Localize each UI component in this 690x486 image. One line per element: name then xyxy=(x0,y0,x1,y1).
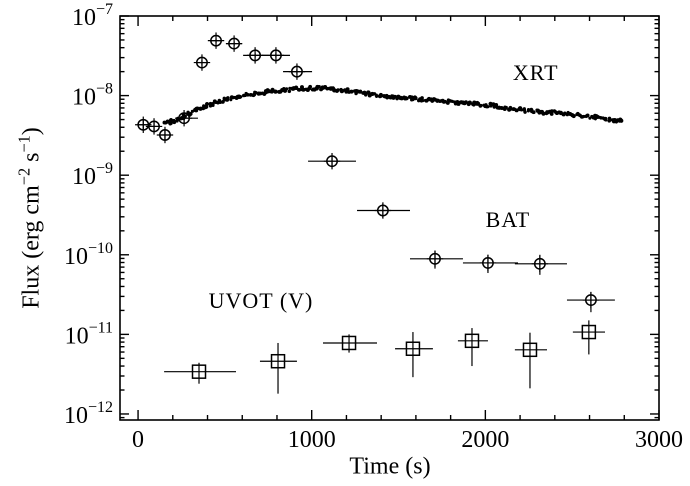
xrt-series-label: XRT xyxy=(512,60,559,86)
y-axis-title-text: s xyxy=(18,152,45,168)
x-axis-title: Time (s) xyxy=(349,453,431,480)
bat-point xyxy=(283,63,313,80)
x-axis-ticks xyxy=(137,16,660,420)
uvot-series-label: UVOT (V) xyxy=(208,288,314,314)
bat-point xyxy=(193,54,211,71)
bat-point xyxy=(409,250,463,269)
uvot-point xyxy=(457,328,488,367)
y-tick-label: 10−11 xyxy=(65,319,113,349)
y-axis-title-exponent: −2 xyxy=(14,167,34,186)
bat-point xyxy=(175,109,198,127)
x-tick-label: 2000 xyxy=(461,427,509,453)
uvot-point xyxy=(259,342,297,394)
x-tick-label: 0 xyxy=(132,427,144,453)
y-tick-label: 10−10 xyxy=(64,240,113,270)
y-tick-label: 10−8 xyxy=(72,81,113,111)
bat-point xyxy=(566,291,615,313)
uvot-series xyxy=(164,320,605,394)
plot-frame xyxy=(119,15,660,421)
y-axis-ticks xyxy=(120,15,659,419)
uvot-point xyxy=(322,334,377,353)
bat-series xyxy=(135,32,615,313)
bat-point xyxy=(207,32,225,49)
uvot-point xyxy=(395,332,433,378)
y-axis-title-exponent: −1 xyxy=(14,135,34,153)
y-axis-title-text: Flux (erg cm xyxy=(18,185,45,309)
y-tick-labels: 10−7 10−8 10−9 10−10 10−11 10−12 xyxy=(64,1,113,429)
bat-point xyxy=(514,254,567,275)
x-tick-label: 1000 xyxy=(288,427,336,453)
x-tick-label: 3000 xyxy=(635,427,683,453)
bat-point xyxy=(357,202,410,219)
bat-point xyxy=(145,118,163,135)
bat-point xyxy=(308,152,356,170)
uvot-point xyxy=(514,332,547,389)
y-tick-label: 10−9 xyxy=(72,160,113,190)
bat-series-label: BAT xyxy=(485,207,531,233)
xrt-series xyxy=(162,84,624,126)
bat-point xyxy=(225,35,243,52)
x-tick-labels: 0 1000 2000 3000 xyxy=(132,427,683,453)
bat-point xyxy=(462,254,518,274)
uvot-point xyxy=(164,362,236,384)
bat-point xyxy=(262,47,291,64)
y-axis-title-text: ) xyxy=(18,127,45,136)
y-tick-label: 10−7 xyxy=(72,1,113,31)
y-axis-title: Flux (erg cm−2 s−1) xyxy=(15,127,46,309)
bat-point xyxy=(156,126,174,144)
uvot-point xyxy=(572,320,605,355)
y-tick-label: 10−12 xyxy=(64,399,113,429)
